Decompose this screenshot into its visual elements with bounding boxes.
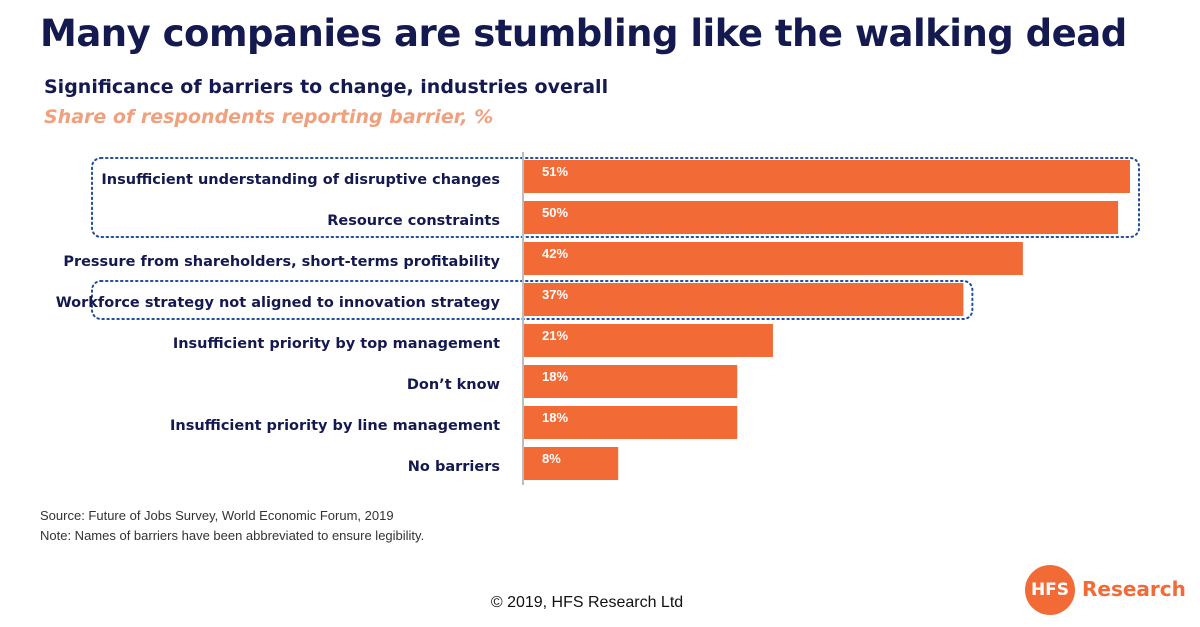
category-label: Insufficient understanding of disruptive…: [101, 172, 500, 188]
category-label: Pressure from shareholders, short-terms …: [63, 254, 500, 270]
category-label: Insufficient priority by line management: [170, 418, 500, 434]
bar-no-barriers: [523, 447, 619, 480]
logo-text: Research: [1082, 577, 1186, 601]
bar-workforce-strategy-not-aligned-to-innovation-strategy: [523, 283, 964, 316]
copyright: © 2019, HFS Research Ltd: [490, 594, 684, 611]
bar-insufficient-priority-by-top-management: [523, 324, 773, 357]
bar-chart: 51% Insufficient understanding of disrupt…: [56, 152, 1140, 485]
page-title: Many companies are stumbling like the wa…: [40, 12, 1127, 55]
source-note: Source: Future of Jobs Survey, World Eco…: [40, 508, 394, 523]
bar-insufficient-understanding-of-disruptive-changes: [523, 160, 1130, 193]
category-label: Don’t know: [407, 377, 500, 393]
bar-don-t-know: [523, 365, 738, 398]
highlight-box-2: [91, 280, 974, 320]
chart-subtitle: Significance of barriers to change, indu…: [44, 76, 609, 98]
data-label: 50%: [542, 205, 568, 220]
highlight-box-1: [91, 157, 1140, 238]
data-label: 8%: [542, 451, 561, 466]
data-label: 51%: [542, 164, 568, 179]
category-label: Workforce strategy not aligned to innova…: [56, 295, 501, 311]
bar-resource-constraints: [523, 201, 1119, 234]
category-label: Insufficient priority by top management: [173, 336, 500, 352]
data-label: 42%: [542, 246, 568, 261]
bar-insufficient-priority-by-line-management: [523, 406, 738, 439]
abbreviation-note: Note: Names of barriers have been abbrev…: [40, 528, 425, 543]
unit-label: Share of respondents reporting barrier, …: [44, 106, 494, 128]
data-label: 37%: [542, 287, 568, 302]
category-label: No barriers: [408, 459, 500, 475]
bar-pressure-from-shareholders-short-terms-profitability: [523, 242, 1023, 275]
category-label: Resource constraints: [327, 213, 500, 229]
data-label: 18%: [542, 410, 568, 425]
data-label: 18%: [542, 369, 568, 384]
data-label: 21%: [542, 328, 568, 343]
logo-mark: HFS: [1025, 565, 1075, 615]
